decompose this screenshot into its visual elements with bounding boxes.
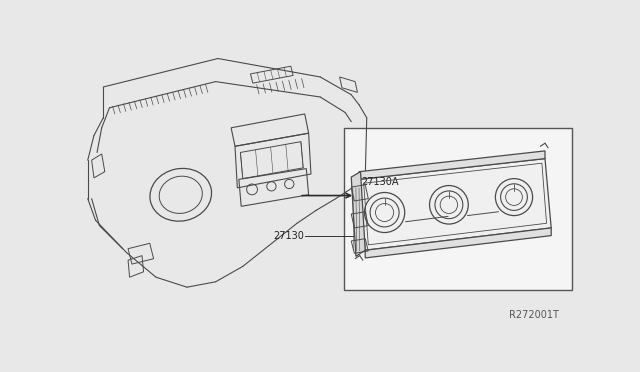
Polygon shape: [365, 228, 551, 258]
Text: 27130A: 27130A: [362, 177, 399, 187]
Polygon shape: [359, 151, 545, 179]
Bar: [344, 128, 572, 289]
Text: 27130: 27130: [273, 231, 304, 241]
Text: R272001T: R272001T: [509, 310, 559, 320]
Polygon shape: [359, 158, 551, 250]
Polygon shape: [351, 172, 365, 256]
